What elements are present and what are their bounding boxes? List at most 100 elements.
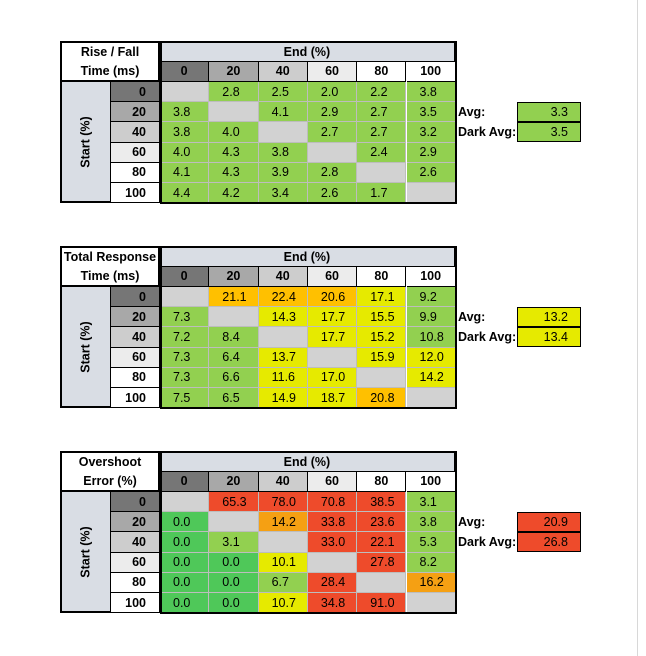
table-cell: 20.6 [307, 287, 358, 308]
table-cell [406, 593, 456, 614]
table-cell: 23.6 [357, 512, 407, 533]
column-header: 80 [357, 61, 407, 82]
table-cell: 70.8 [307, 492, 358, 513]
row-header: 0 [111, 492, 160, 513]
table-cell: 2.0 [307, 82, 358, 103]
table-cell [160, 492, 210, 513]
table-cell [160, 287, 210, 308]
table-cell: 3.8 [406, 512, 456, 533]
table-cell: 14.3 [258, 307, 308, 328]
end-header: End (%) [160, 451, 456, 472]
table-cell: 33.0 [307, 532, 358, 553]
table-cell: 15.9 [357, 347, 407, 368]
start-header-label: Start (%) [79, 525, 93, 578]
start-header: Start (%) [60, 492, 111, 614]
table-cell: 17.7 [307, 327, 358, 348]
table-cell: 0.0 [160, 593, 210, 614]
dark-avg-value: 26.8 [517, 532, 581, 553]
row-header: 100 [111, 388, 160, 409]
table-cell: 4.2 [209, 183, 259, 204]
dark-avg-label: Dark Avg: [458, 535, 517, 550]
table-cell: 4.1 [160, 162, 210, 183]
table-cell: 0.0 [160, 512, 210, 533]
table-cell: 2.2 [357, 82, 407, 103]
table-cell: 15.2 [357, 327, 407, 348]
table-cell: 0.0 [209, 552, 259, 573]
table-cell: 5.3 [406, 532, 456, 553]
column-header: 0 [160, 266, 210, 287]
table-title-line: Error (%) [83, 473, 137, 488]
table-cell: 9.9 [406, 307, 456, 328]
table-cell: 2.9 [406, 142, 456, 163]
row-header: 0 [111, 82, 160, 103]
response-table-2: Total Response Time (ms) End (%) 0 20 40 60 80 1… [60, 246, 457, 410]
row-header: 0 [111, 287, 160, 308]
table-title: Rise / Fall Time (ms) [60, 41, 160, 82]
table-cell [307, 142, 358, 163]
row-header: 40 [111, 327, 160, 348]
table-cell: 17.1 [357, 287, 407, 308]
column-header: 40 [258, 471, 308, 492]
table-cell [258, 532, 308, 553]
table-cell: 3.1 [406, 492, 456, 513]
table-cell: 65.3 [209, 492, 259, 513]
column-header: 80 [357, 266, 407, 287]
table-cell: 14.9 [258, 388, 308, 409]
column-header: 20 [209, 266, 259, 287]
table-cell: 18.7 [307, 388, 358, 409]
table-cell [258, 122, 308, 143]
table-cell: 14.2 [406, 367, 456, 388]
table-cell [209, 512, 259, 533]
table-cell: 0.0 [209, 572, 259, 593]
table-cell: 3.8 [160, 102, 210, 123]
table-cell: 6.7 [258, 572, 308, 593]
table-title-line: Rise / Fall [80, 44, 140, 59]
dark-avg-value: 3.5 [517, 122, 581, 143]
table-cell: 34.8 [307, 593, 358, 614]
table-cell: 2.7 [307, 122, 358, 143]
table-cell: 21.1 [209, 287, 259, 308]
table-cell: 11.6 [258, 367, 308, 388]
start-header: Start (%) [60, 82, 111, 204]
table-cell: 7.2 [160, 327, 210, 348]
end-header: End (%) [160, 246, 456, 267]
table-cell: 4.0 [160, 142, 210, 163]
table-cell [307, 552, 358, 573]
table-cell: 15.5 [357, 307, 407, 328]
start-header-label: Start (%) [79, 320, 93, 373]
start-header: Start (%) [60, 287, 111, 409]
table-cell: 7.3 [160, 367, 210, 388]
table-cell: 0.0 [160, 552, 210, 573]
table-cell: 2.9 [307, 102, 358, 123]
table-cell: 7.3 [160, 307, 210, 328]
table-cell: 3.2 [406, 122, 456, 143]
table-cell: 2.8 [209, 82, 259, 103]
row-header: 60 [111, 142, 160, 163]
column-header: 0 [160, 61, 210, 82]
table-cell: 6.6 [209, 367, 259, 388]
table-cell: 91.0 [357, 593, 407, 614]
table-cell: 7.3 [160, 347, 210, 368]
table-cell: 8.4 [209, 327, 259, 348]
table-cell: 17.7 [307, 307, 358, 328]
table-cell: 2.7 [357, 122, 407, 143]
table-cell: 12.0 [406, 347, 456, 368]
column-header: 0 [160, 471, 210, 492]
dark-avg-value: 13.4 [517, 327, 581, 348]
table-cell: 7.5 [160, 388, 210, 409]
table-cell: 13.7 [258, 347, 308, 368]
column-header: 80 [357, 471, 407, 492]
avg-value: 20.9 [517, 512, 581, 533]
table-cell: 0.0 [209, 593, 259, 614]
row-header: 20 [111, 307, 160, 328]
column-header: 100 [406, 266, 456, 287]
table-cell: 3.9 [258, 162, 308, 183]
table-cell: 3.1 [209, 532, 259, 553]
avg-label: Avg: [458, 515, 486, 530]
table-cell: 8.2 [406, 552, 456, 573]
table-title-line: Time (ms) [80, 268, 140, 283]
table-cell: 17.0 [307, 367, 358, 388]
row-header: 40 [111, 532, 160, 553]
row-header: 20 [111, 102, 160, 123]
dark-avg-label: Dark Avg: [458, 330, 517, 345]
